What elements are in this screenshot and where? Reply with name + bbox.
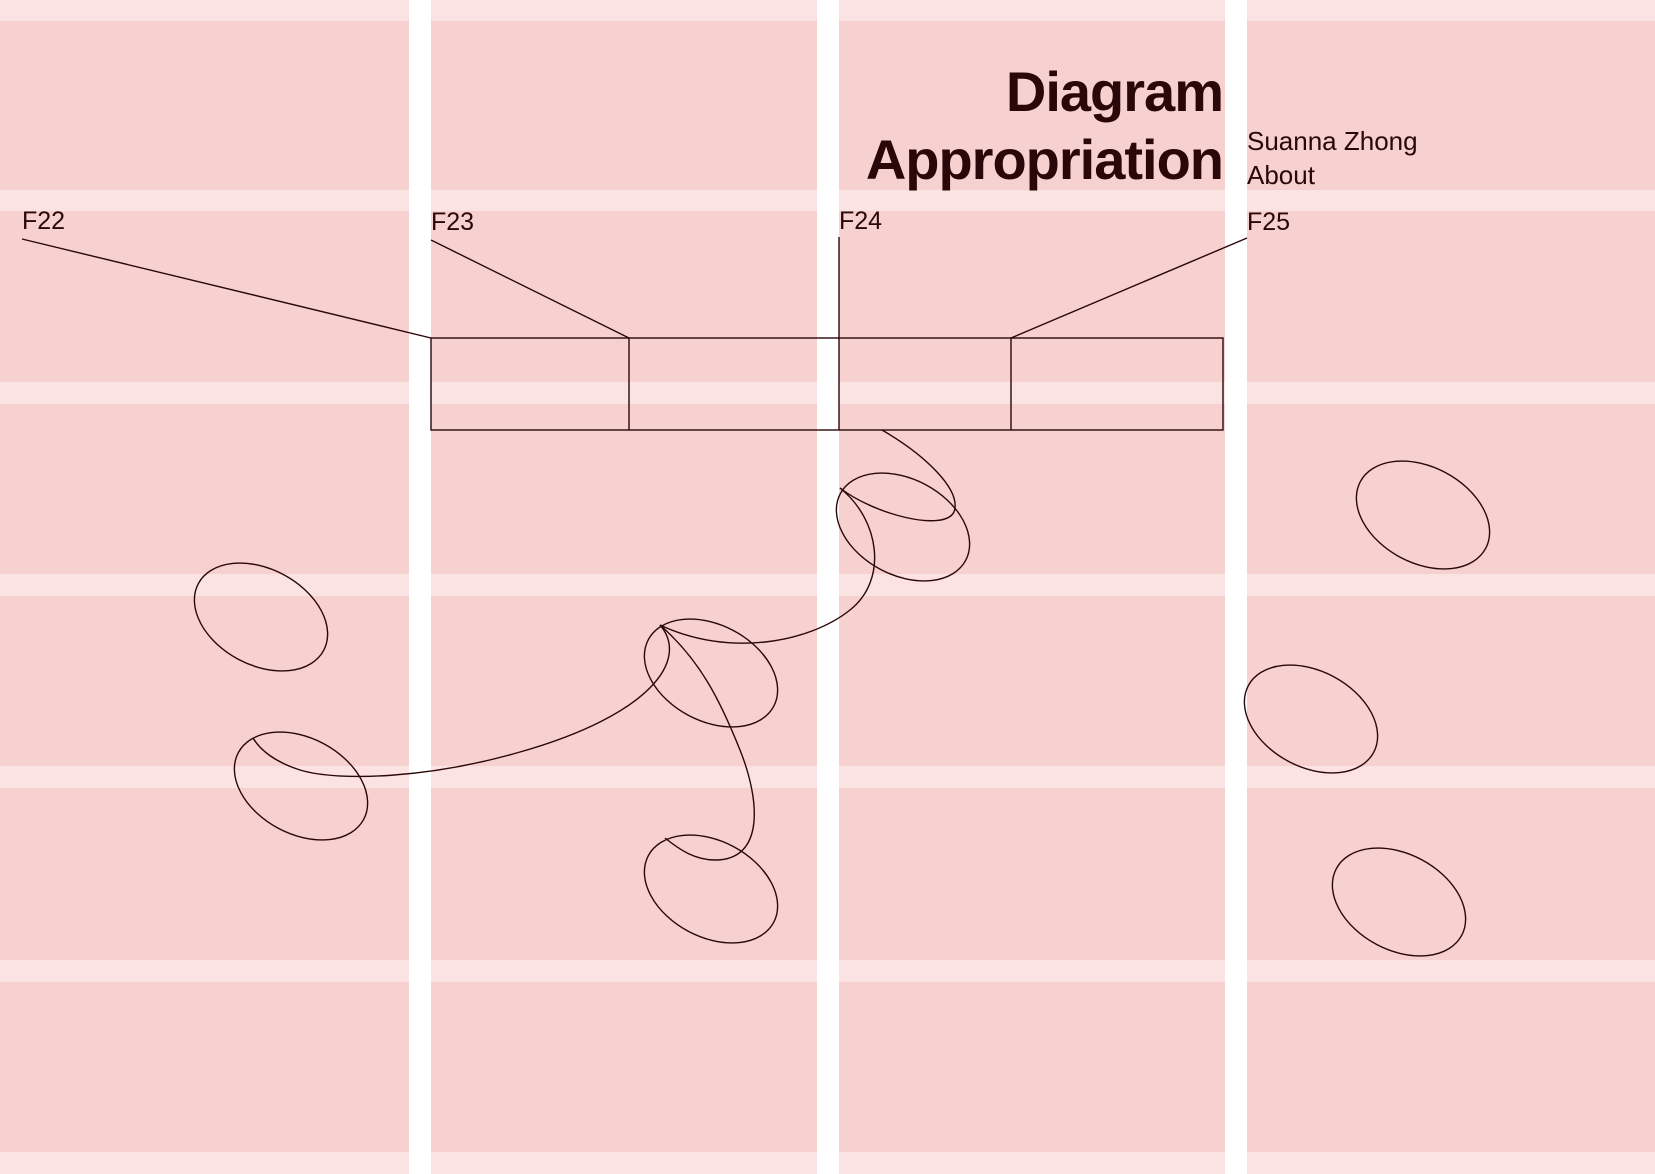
leader-line-f23 <box>431 240 629 338</box>
term-link-f24[interactable]: F24 <box>839 206 882 236</box>
loop-ellipse <box>818 451 988 602</box>
connector-curve <box>253 625 669 776</box>
loop-ellipse <box>626 813 796 964</box>
term-link-f23[interactable]: F23 <box>431 207 474 237</box>
term-link-f25[interactable]: F25 <box>1247 207 1290 237</box>
leader-line-f22 <box>22 239 431 338</box>
loop-ellipse <box>1314 826 1484 977</box>
page-title: Diagram Appropriation <box>866 58 1223 194</box>
title-line-2: Appropriation <box>866 126 1223 194</box>
author-link[interactable]: Suanna Zhong <box>1247 124 1418 158</box>
connector-curve <box>660 625 754 860</box>
title-line-1: Diagram <box>866 58 1223 126</box>
connector-curve <box>660 488 875 643</box>
timeline-bar <box>431 338 1223 430</box>
loop-ellipse <box>216 710 386 861</box>
loop-ellipse <box>626 597 796 748</box>
about-link[interactable]: About <box>1247 158 1418 192</box>
leader-line-f25 <box>1011 238 1247 338</box>
loop-ellipse <box>1226 643 1396 794</box>
term-link-f22[interactable]: F22 <box>22 206 65 236</box>
side-nav: Suanna Zhong About <box>1247 124 1418 192</box>
loop-ellipse <box>1338 439 1508 590</box>
loop-ellipse <box>176 541 346 692</box>
